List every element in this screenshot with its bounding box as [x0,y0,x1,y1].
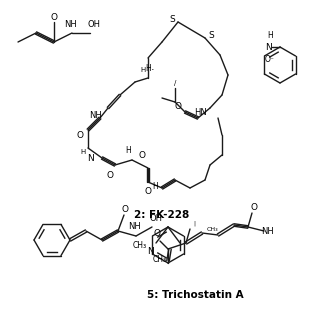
Text: CH₃: CH₃ [153,254,167,263]
Text: N: N [147,246,153,255]
Text: NH: NH [64,20,76,28]
Text: ·: · [151,65,155,75]
Text: O: O [107,171,114,180]
Text: 2: FK-228: 2: FK-228 [134,210,190,220]
Text: H: H [80,149,86,155]
Text: HN: HN [194,108,206,116]
Text: O: O [154,228,161,237]
Text: O: O [51,12,58,21]
Text: O: O [76,131,84,140]
Text: NH: NH [262,227,274,236]
Text: O: O [122,204,129,213]
Text: 5: Trichostatin A: 5: Trichostatin A [147,290,243,300]
Text: H: H [152,181,158,190]
Text: N: N [265,43,271,52]
Text: O: O [145,187,151,196]
Text: H: H [140,67,146,73]
Text: N: N [87,154,93,163]
Text: H: H [267,30,273,39]
Text: O: O [251,203,258,212]
Text: O⁻: O⁻ [265,54,275,63]
Text: S: S [169,14,175,23]
Text: H: H [125,146,131,155]
Text: NH: NH [128,221,140,230]
Text: OH: OH [149,213,163,222]
Text: |: | [193,220,195,226]
Text: OH: OH [87,20,100,28]
Text: NH: NH [89,110,101,119]
Text: O: O [139,150,146,159]
Text: O: O [174,101,181,110]
Text: CH₃: CH₃ [133,241,147,250]
Text: CH₃: CH₃ [206,227,218,231]
Text: /: / [174,80,176,86]
Text: H: H [145,63,151,73]
Text: S: S [208,30,214,39]
